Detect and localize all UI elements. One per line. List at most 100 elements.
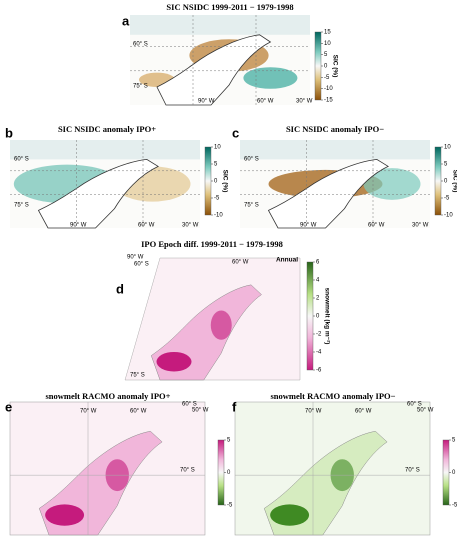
colorbar — [314, 31, 322, 101]
colorbar — [442, 439, 450, 506]
map-label: 60° S — [244, 157, 259, 163]
panel-title: SIC NSIDC anomaly IPO− — [286, 124, 384, 134]
map-label: 60° S — [407, 402, 422, 408]
colorbar-tick-label: 0 — [227, 470, 231, 476]
map — [130, 15, 310, 106]
panel-title: snowmelt RACMO anomaly IPO+ — [45, 391, 170, 401]
map-label: 30° W — [182, 223, 199, 229]
panel: snowmelt RACMO anomaly IPO− f 70° W 60° W 60… — [232, 391, 457, 536]
map-label: 90° W — [127, 255, 144, 261]
sea-ice-band — [10, 140, 200, 160]
colorbar-tick-label: 10 — [324, 41, 331, 47]
map-label: 90° W — [198, 99, 215, 105]
map-label: 60° S — [14, 157, 29, 163]
colorbar-tick-label: 5 — [227, 438, 231, 444]
map — [124, 257, 301, 381]
colorbar-tick-label: 5 — [214, 162, 218, 168]
colorbar-tick-label: -15 — [324, 98, 333, 104]
panel-title: snowmelt RACMO anomaly IPO− — [270, 391, 395, 401]
panel-title: SIC NSIDC 1999-2011 − 1979-1998 — [166, 2, 293, 12]
melt-anomaly — [270, 504, 310, 526]
colorbar-tick-label: 0 — [444, 179, 448, 185]
panel-letter: a — [122, 13, 130, 28]
panel: SIC NSIDC anomaly IPO+ b 60° S 75° S 90° W 60… — [5, 124, 228, 229]
map-label: 60° S — [134, 262, 149, 268]
panel-letter: e — [5, 399, 12, 414]
colorbar-tick-label: 0 — [324, 64, 328, 70]
melt-anomaly — [45, 504, 85, 526]
map — [10, 140, 200, 229]
panel: SIC NSIDC 1999-2011 − 1979-1998 a 60° S 75°… — [122, 2, 338, 106]
melt-anomaly — [210, 310, 232, 340]
colorbar-label: SIC (%) — [451, 170, 457, 193]
map-label: 60° W — [130, 409, 147, 415]
colorbar — [204, 146, 212, 216]
map-label: 30° W — [412, 223, 429, 229]
map — [240, 140, 430, 229]
anomaly — [243, 67, 298, 89]
map-label: 70° W — [80, 409, 97, 415]
panel: snowmelt RACMO anomaly IPO+ e 70° W 60° W 60… — [5, 391, 241, 536]
map-label: 75° S — [133, 84, 148, 90]
coastline — [267, 158, 390, 229]
map-label: 75° S — [130, 373, 145, 379]
sea-ice-band — [240, 140, 430, 160]
map-label: 60° W — [355, 409, 372, 415]
annotation: Annual — [276, 257, 298, 264]
map-label: 75° S — [244, 203, 259, 209]
map-label: 50° W — [417, 408, 434, 414]
map-label: 30° W — [296, 99, 313, 105]
panel-letter: f — [232, 399, 237, 414]
colorbar-tick-label: -5 — [444, 196, 450, 202]
panel-letter: c — [232, 125, 239, 140]
panel-title: IPO Epoch diff. 1999-2011 − 1979-1998 — [141, 239, 283, 249]
colorbar-tick-label: -5 — [324, 75, 330, 81]
map-label: 75° S — [14, 203, 29, 209]
colorbar-label: snowmelt (kg m⁻²) — [323, 288, 330, 345]
panel: IPO Epoch diff. 1999-2011 − 1979-1998 d An… — [116, 239, 330, 381]
colorbar-tick-label: -2 — [316, 332, 322, 338]
colorbar — [306, 261, 314, 371]
colorbar-tick-label: 0 — [316, 314, 320, 320]
coastline — [156, 34, 272, 106]
map-label: 70° W — [305, 409, 322, 415]
colorbar-tick-label: 4 — [316, 278, 320, 284]
sea-ice-band — [130, 15, 310, 35]
colorbar-tick-label: 5 — [324, 52, 328, 58]
map-label: 90° W — [300, 223, 317, 229]
map-label: 60° S — [133, 42, 148, 48]
colorbar-tick-label: -6 — [316, 368, 322, 374]
colorbar-tick-label: 2 — [316, 296, 320, 302]
map-label: 70° S — [180, 468, 195, 474]
panel-title: SIC NSIDC anomaly IPO+ — [58, 124, 156, 134]
colorbar-tick-label: -5 — [214, 196, 220, 202]
map — [9, 401, 206, 536]
colorbar — [434, 146, 442, 216]
colorbar-tick-label: 5 — [452, 438, 456, 444]
colorbar — [217, 439, 225, 506]
map-label: 60° S — [182, 402, 197, 408]
colorbar-tick-label: 15 — [324, 30, 331, 36]
colorbar-tick-label: -10 — [324, 86, 333, 92]
colorbar-tick-label: -5 — [227, 503, 233, 509]
melt-anomaly — [156, 351, 192, 372]
colorbar-tick-label: 10 — [214, 145, 221, 151]
map-label: 70° S — [405, 468, 420, 474]
map-label: 60° W — [368, 223, 385, 229]
coastline — [37, 158, 160, 229]
colorbar-tick-label: -10 — [214, 213, 223, 219]
panel-letter: b — [5, 125, 13, 140]
colorbar-tick-label: -5 — [452, 503, 457, 509]
map-label: 60° W — [257, 99, 274, 105]
colorbar-tick-label: 5 — [444, 162, 448, 168]
map — [234, 401, 431, 536]
panel: SIC NSIDC anomaly IPO− c 60° S 75° S 90° W 60… — [232, 124, 457, 229]
colorbar-tick-label: -10 — [444, 213, 453, 219]
colorbar-label: SIC (%) — [331, 55, 338, 78]
map-label: 60° W — [138, 223, 155, 229]
colorbar-tick-label: 0 — [214, 179, 218, 185]
colorbar-tick-label: 6 — [316, 260, 320, 266]
anomaly — [363, 168, 421, 200]
panel-letter: d — [116, 281, 124, 296]
